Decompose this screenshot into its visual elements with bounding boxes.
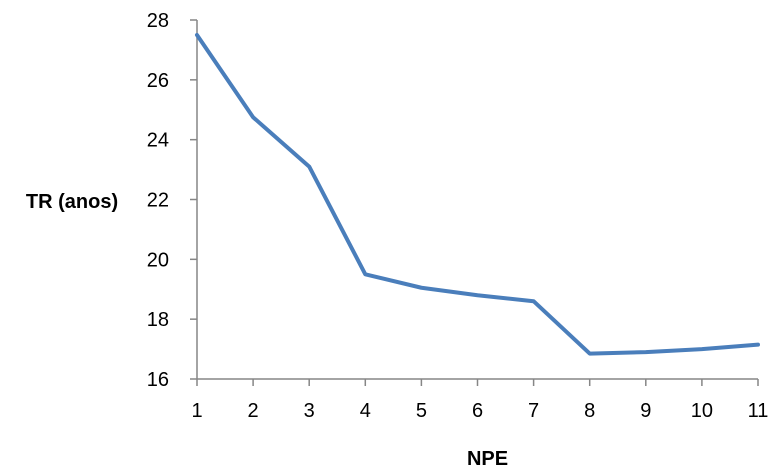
x-tick-label: 7 [528, 400, 539, 422]
axes [197, 20, 758, 379]
y-axis-title: TR (anos) [26, 191, 118, 213]
x-tick-label: 11 [748, 400, 769, 422]
x-tick-label: 4 [360, 400, 371, 422]
series-layer [197, 35, 758, 354]
y-tick-label: 18 [147, 309, 169, 331]
axis-tick-labels: 16 18 20 22 24 26 28 1 2 3 4 5 6 7 8 9 10 11 [147, 10, 769, 422]
y-tick-label: 24 [147, 130, 169, 152]
y-tick-label: 20 [147, 249, 169, 271]
x-tick-label: 6 [472, 400, 483, 422]
axis-ticks [190, 20, 758, 386]
series-line [197, 35, 758, 354]
x-axis-title: NPE [467, 448, 508, 470]
x-tick-label: 3 [304, 400, 315, 422]
x-tick-label: 5 [416, 400, 427, 422]
x-tick-label: 2 [248, 400, 259, 422]
x-tick-label: 10 [691, 400, 713, 422]
y-tick-label: 26 [147, 70, 169, 92]
y-tick-label: 28 [147, 10, 169, 32]
x-tick-label: 8 [584, 400, 595, 422]
x-tick-label: 1 [191, 400, 202, 422]
y-tick-label: 22 [147, 190, 169, 212]
x-tick-label: 9 [640, 400, 651, 422]
y-tick-label: 16 [147, 369, 169, 391]
